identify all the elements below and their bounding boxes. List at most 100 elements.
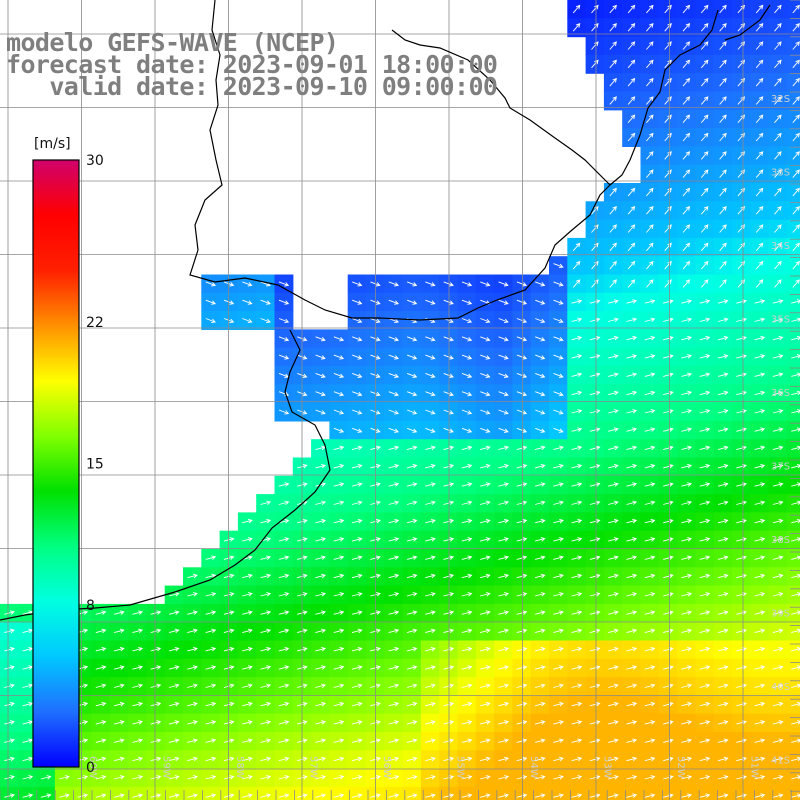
wind-arrow [719, 96, 727, 105]
wind-cell [786, 128, 800, 147]
wind-arrow [425, 793, 436, 798]
wind-arrow [664, 96, 672, 105]
wind-arrow [681, 518, 693, 524]
wind-arrow [626, 646, 638, 652]
wind-arrow [644, 518, 656, 524]
wind-arrow [626, 372, 638, 377]
wind-arrow [4, 793, 15, 798]
wind-arrow [791, 775, 800, 780]
wind-arrow [95, 775, 107, 780]
wind-arrow [242, 683, 253, 689]
wind-arrow [682, 169, 691, 178]
wind-arrow [662, 500, 674, 506]
wind-arrow [333, 518, 345, 524]
wind-arrow [608, 537, 619, 542]
wind-arrow [662, 372, 674, 377]
wind-arrow [571, 610, 583, 615]
wind-arrow [681, 701, 693, 707]
wind-arrow [260, 318, 271, 324]
wind-arrow [388, 738, 400, 743]
wind-arrow [461, 665, 473, 670]
wind-arrow [315, 738, 327, 743]
wind-arrow [791, 793, 800, 798]
wind-arrow [406, 372, 418, 378]
wind-arrow [406, 518, 418, 524]
wind-arrow [315, 665, 327, 670]
wind-arrow [534, 592, 546, 597]
wind-arrow [608, 775, 619, 780]
wind-arrow [682, 77, 691, 87]
wind-arrow [646, 22, 654, 32]
wind-cell [658, 786, 678, 804]
wind-arrow [461, 427, 473, 433]
wind-arrow [461, 573, 473, 579]
wind-arrow [608, 701, 619, 707]
wind-arrow [662, 738, 674, 743]
wind-arrow [461, 299, 473, 305]
wind-arrow [351, 665, 363, 670]
wind-arrow [699, 463, 711, 469]
wind-arrow [461, 318, 473, 324]
wind-arrow [113, 756, 125, 762]
wind-arrow [608, 628, 619, 634]
wind-arrow [700, 260, 709, 270]
wind-arrow [717, 518, 729, 524]
wind-cell [109, 786, 129, 804]
wind-arrow [278, 775, 290, 780]
wind-arrow [534, 775, 546, 780]
wind-arrow [315, 537, 327, 542]
wind-arrow [388, 445, 400, 451]
wind-cell [786, 146, 800, 166]
wind-arrow [791, 573, 800, 579]
wind-arrow [700, 169, 709, 178]
wind-arrow [774, 151, 782, 160]
wind-arrow [553, 299, 564, 305]
wind-arrow [591, 41, 599, 50]
wind-arrow [315, 409, 326, 415]
wind-arrow [664, 205, 672, 215]
wind-arrow [333, 555, 345, 560]
wind-arrow [168, 793, 180, 798]
wind-arrow [719, 151, 727, 160]
wind-arrow [591, 205, 599, 215]
wind-arrow [717, 793, 729, 798]
wind-arrow [535, 391, 546, 397]
wind-arrow [534, 518, 546, 524]
wind-arrow [315, 592, 327, 597]
wind-arrow [646, 41, 654, 50]
wind-arrow [792, 114, 800, 123]
wind-arrow [717, 665, 729, 670]
wind-arrow [516, 555, 528, 560]
wind-arrow [113, 665, 125, 670]
wind-arrow [333, 573, 345, 579]
wind-arrow [682, 59, 691, 69]
wind-arrow [315, 683, 327, 689]
wind-arrow [315, 500, 327, 506]
wind-arrow [755, 224, 764, 233]
wind-arrow [626, 445, 638, 451]
wind-arrow [774, 96, 782, 105]
wind-arrow [516, 500, 528, 506]
wind-arrow [425, 537, 436, 542]
wind-arrow [772, 573, 784, 579]
wind-arrow [681, 354, 693, 359]
wind-arrow [791, 592, 800, 597]
wind-arrow [461, 500, 473, 506]
wind-arrow [754, 793, 766, 798]
wind-arrow [351, 738, 363, 743]
wind-arrow [388, 665, 400, 670]
wind-arrow [572, 260, 581, 270]
wind-arrow [425, 720, 436, 725]
wind-arrow [754, 665, 766, 670]
wind-arrow [315, 646, 327, 652]
lat-label: 37S [771, 462, 790, 473]
wind-arrow [646, 260, 654, 270]
wind-arrow [774, 22, 782, 32]
wind-arrow [333, 500, 345, 506]
wind-arrow [95, 756, 107, 762]
wind-arrow [589, 683, 601, 689]
wind-arrow [664, 41, 672, 50]
wind-arrow [242, 573, 253, 579]
wind-arrow [553, 756, 564, 762]
wind-arrow [516, 537, 528, 542]
